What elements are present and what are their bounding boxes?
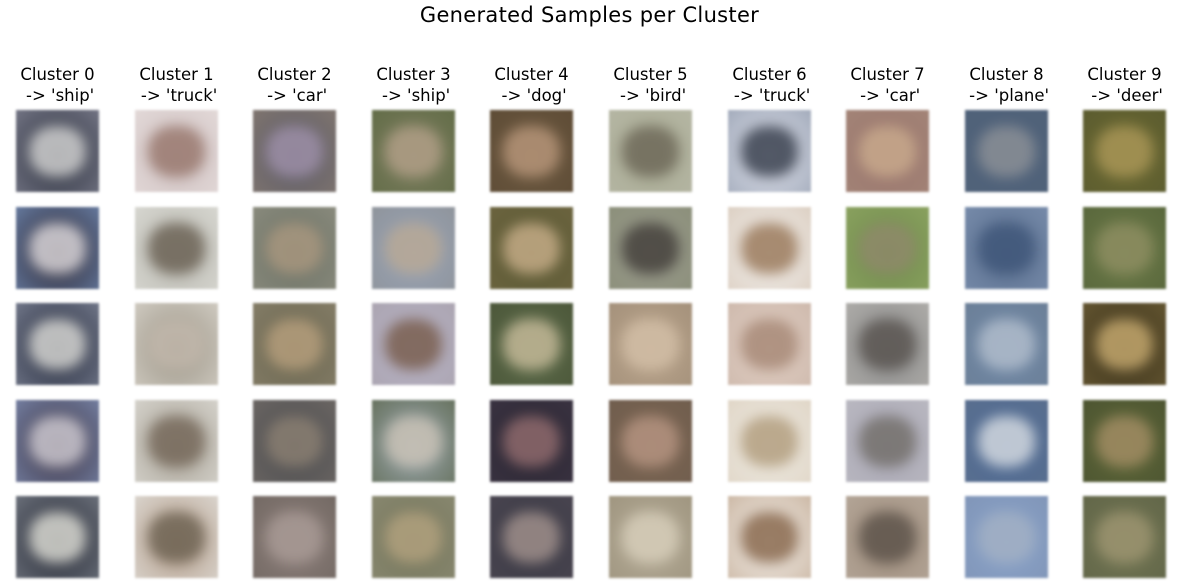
sample-image [846, 207, 929, 289]
sample-image [965, 303, 1048, 385]
cluster-class-label: -> 'car' [261, 86, 328, 105]
sample-image [490, 496, 573, 578]
sample-image [16, 110, 99, 192]
sample-image [846, 496, 929, 578]
cluster-title-0: Cluster 0 -> 'ship' [3, 64, 113, 106]
cluster-label: Cluster 4 [494, 65, 569, 84]
cluster-class-label: -> 'dog' [496, 86, 567, 105]
cluster-title-7: Cluster 7 -> 'car' [833, 64, 943, 106]
sample-image [16, 303, 99, 385]
cluster-label: Cluster 3 [376, 65, 451, 84]
sample-image [135, 400, 218, 482]
sample-image [609, 110, 692, 192]
cluster-title-8: Cluster 8 -> 'plane' [952, 64, 1062, 106]
sample-image [846, 110, 929, 192]
sample-image [490, 303, 573, 385]
sample-image [609, 303, 692, 385]
cluster-label: Cluster 9 [1087, 65, 1162, 84]
sample-image [1083, 496, 1166, 578]
sample-image [728, 110, 811, 192]
cluster-class-label: -> 'car' [854, 86, 921, 105]
cluster-label: Cluster 5 [613, 65, 688, 84]
sample-image [609, 496, 692, 578]
sample-image [372, 496, 455, 578]
cluster-label: Cluster 7 [850, 65, 925, 84]
sample-image [135, 110, 218, 192]
sample-image [16, 207, 99, 289]
sample-image [728, 400, 811, 482]
sample-image [16, 400, 99, 482]
cluster-title-2: Cluster 2 -> 'car' [240, 64, 350, 106]
cluster-class-label: -> 'deer' [1086, 86, 1163, 105]
sample-image [490, 110, 573, 192]
sample-image [372, 303, 455, 385]
sample-image [846, 303, 929, 385]
sample-image [1083, 303, 1166, 385]
cluster-label: Cluster 2 [257, 65, 332, 84]
cluster-label: Cluster 1 [139, 65, 214, 84]
figure-title: Generated Samples per Cluster [419, 3, 760, 27]
sample-image [135, 303, 218, 385]
sample-image [965, 110, 1048, 192]
sample-image [490, 400, 573, 482]
sample-image [965, 400, 1048, 482]
cluster-title-5: Cluster 5 -> 'bird' [596, 64, 706, 106]
sample-image [253, 303, 336, 385]
sample-image [372, 400, 455, 482]
cluster-title-6: Cluster 6 -> 'truck' [715, 64, 825, 106]
cluster-class-label: -> 'plane' [963, 86, 1050, 105]
sample-image [728, 207, 811, 289]
sample-image [728, 303, 811, 385]
sample-image [490, 207, 573, 289]
sample-image [965, 207, 1048, 289]
cluster-label: Cluster 6 [732, 65, 807, 84]
sample-image [135, 207, 218, 289]
sample-image [372, 207, 455, 289]
cluster-class-label: -> 'ship' [20, 86, 95, 105]
sample-image [253, 496, 336, 578]
cluster-class-label: -> 'truck' [728, 86, 811, 105]
sample-image [609, 400, 692, 482]
sample-image [253, 110, 336, 192]
cluster-class-label: -> 'truck' [135, 86, 218, 105]
sample-image [1083, 400, 1166, 482]
cluster-class-label: -> 'bird' [614, 86, 687, 105]
cluster-label: Cluster 0 [20, 65, 95, 84]
sample-image [1083, 207, 1166, 289]
sample-image [1083, 110, 1166, 192]
cluster-title-1: Cluster 1 -> 'truck' [122, 64, 232, 106]
sample-image [728, 496, 811, 578]
sample-image [609, 207, 692, 289]
sample-image [846, 400, 929, 482]
sample-image [372, 110, 455, 192]
sample-image [253, 207, 336, 289]
cluster-title-3: Cluster 3 -> 'ship' [359, 64, 469, 106]
cluster-title-9: Cluster 9 -> 'deer' [1070, 64, 1179, 106]
cluster-label: Cluster 8 [969, 65, 1044, 84]
cluster-title-4: Cluster 4 -> 'dog' [477, 64, 587, 106]
cluster-class-label: -> 'ship' [376, 86, 451, 105]
sample-image [135, 496, 218, 578]
sample-image [16, 496, 99, 578]
sample-image [965, 496, 1048, 578]
sample-image [253, 400, 336, 482]
